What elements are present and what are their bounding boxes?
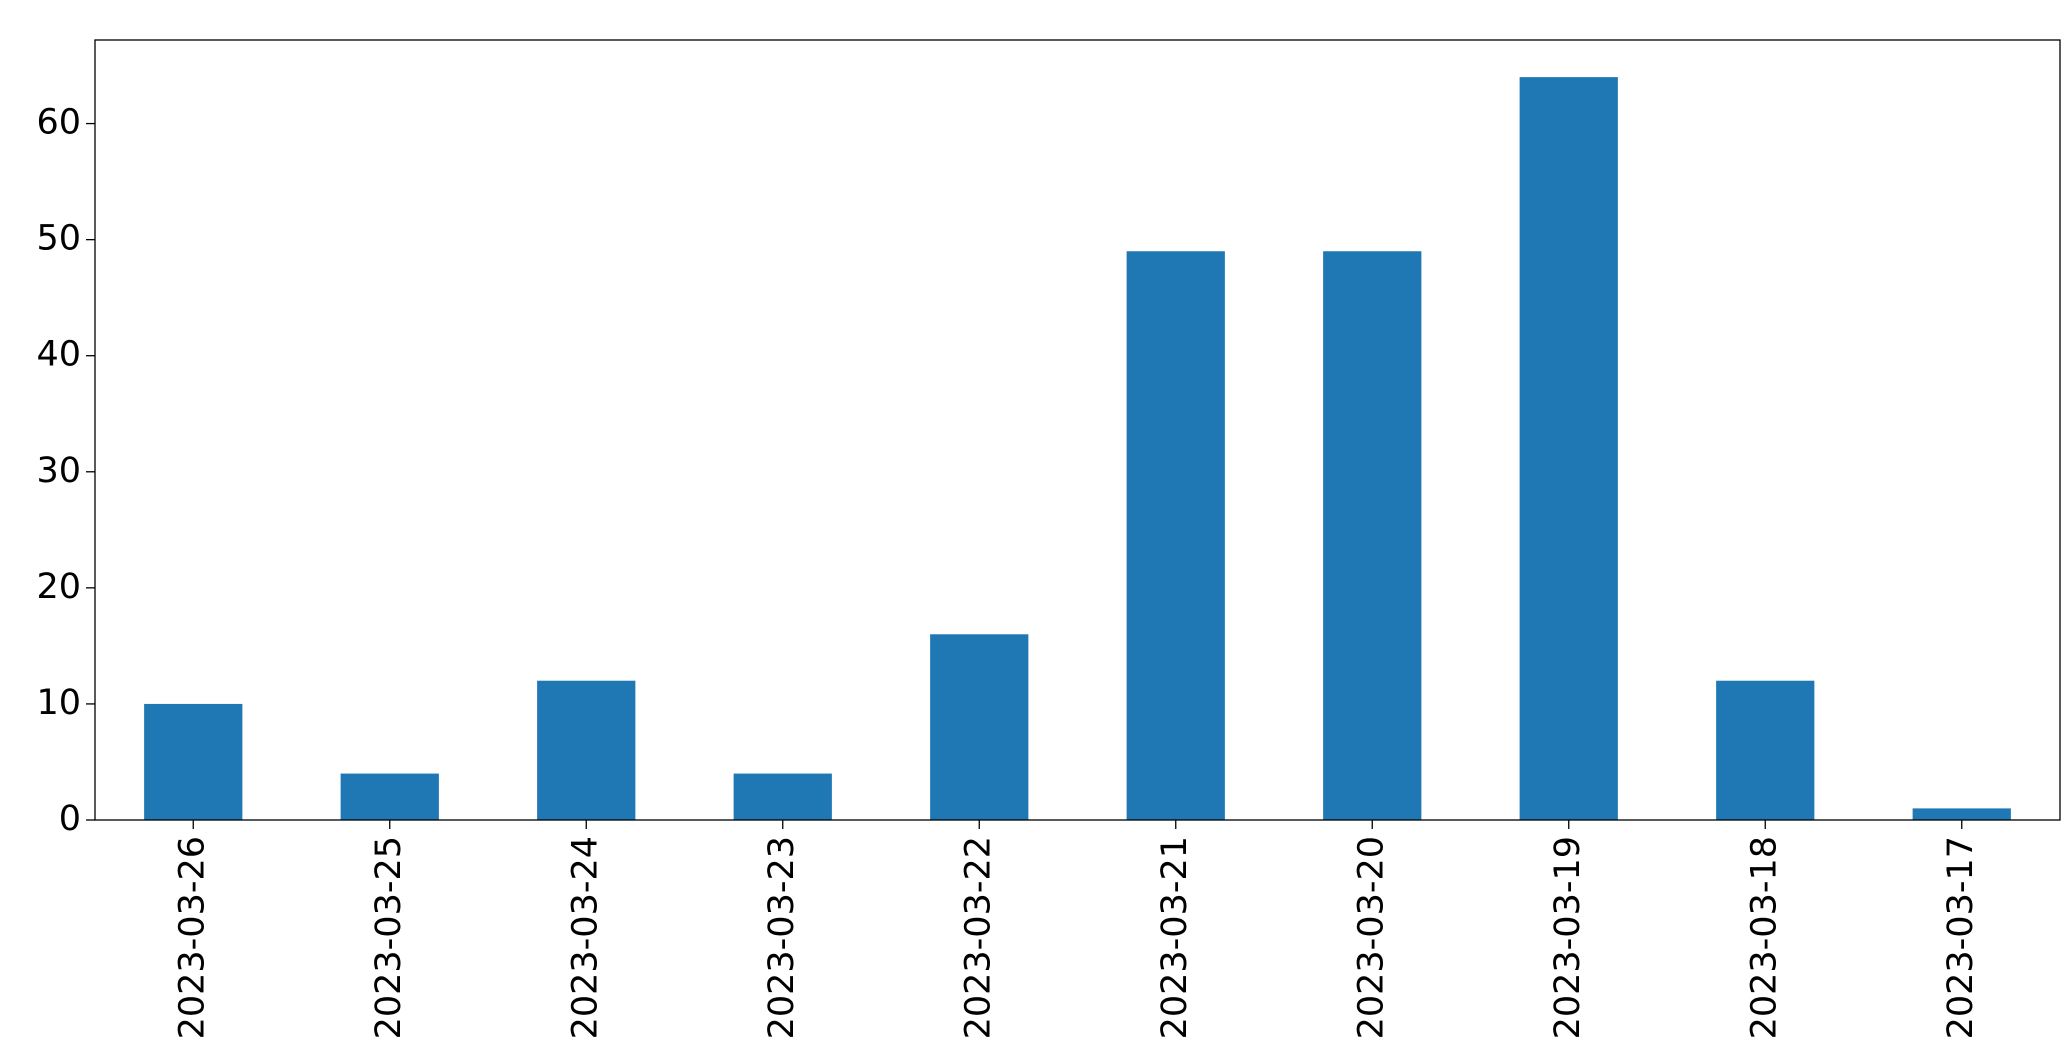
bar — [144, 703, 243, 820]
bar — [733, 773, 832, 820]
bar — [1323, 251, 1422, 820]
y-tick-label: 50 — [36, 219, 81, 259]
y-tick-label: 20 — [36, 567, 81, 607]
bar — [930, 634, 1029, 820]
x-tick-label: 2023-03-17 — [1941, 836, 1981, 1039]
bar — [1126, 251, 1225, 820]
y-tick-label: 40 — [36, 335, 81, 375]
x-tick-label: 2023-03-20 — [1351, 836, 1391, 1039]
plot-frame — [94, 39, 2061, 821]
x-tick-label: 2023-03-25 — [369, 836, 409, 1039]
x-tick-label: 2023-03-26 — [172, 836, 212, 1039]
bar — [1519, 77, 1618, 820]
x-tick-label: 2023-03-24 — [565, 836, 605, 1039]
bar — [537, 680, 636, 820]
bar — [340, 773, 439, 820]
x-tick-label: 2023-03-23 — [762, 836, 802, 1039]
x-tick-label: 2023-03-21 — [1155, 836, 1195, 1039]
y-tick-label: 0 — [59, 799, 81, 839]
x-tick-label: 2023-03-18 — [1744, 836, 1784, 1039]
bar — [1716, 680, 1815, 820]
y-tick-label: 10 — [36, 683, 81, 723]
bar — [1912, 808, 2011, 820]
x-tick-label: 2023-03-19 — [1548, 836, 1588, 1039]
x-tick-label: 2023-03-22 — [958, 836, 998, 1039]
y-tick-label: 60 — [36, 103, 81, 143]
y-tick-label: 30 — [36, 451, 81, 491]
